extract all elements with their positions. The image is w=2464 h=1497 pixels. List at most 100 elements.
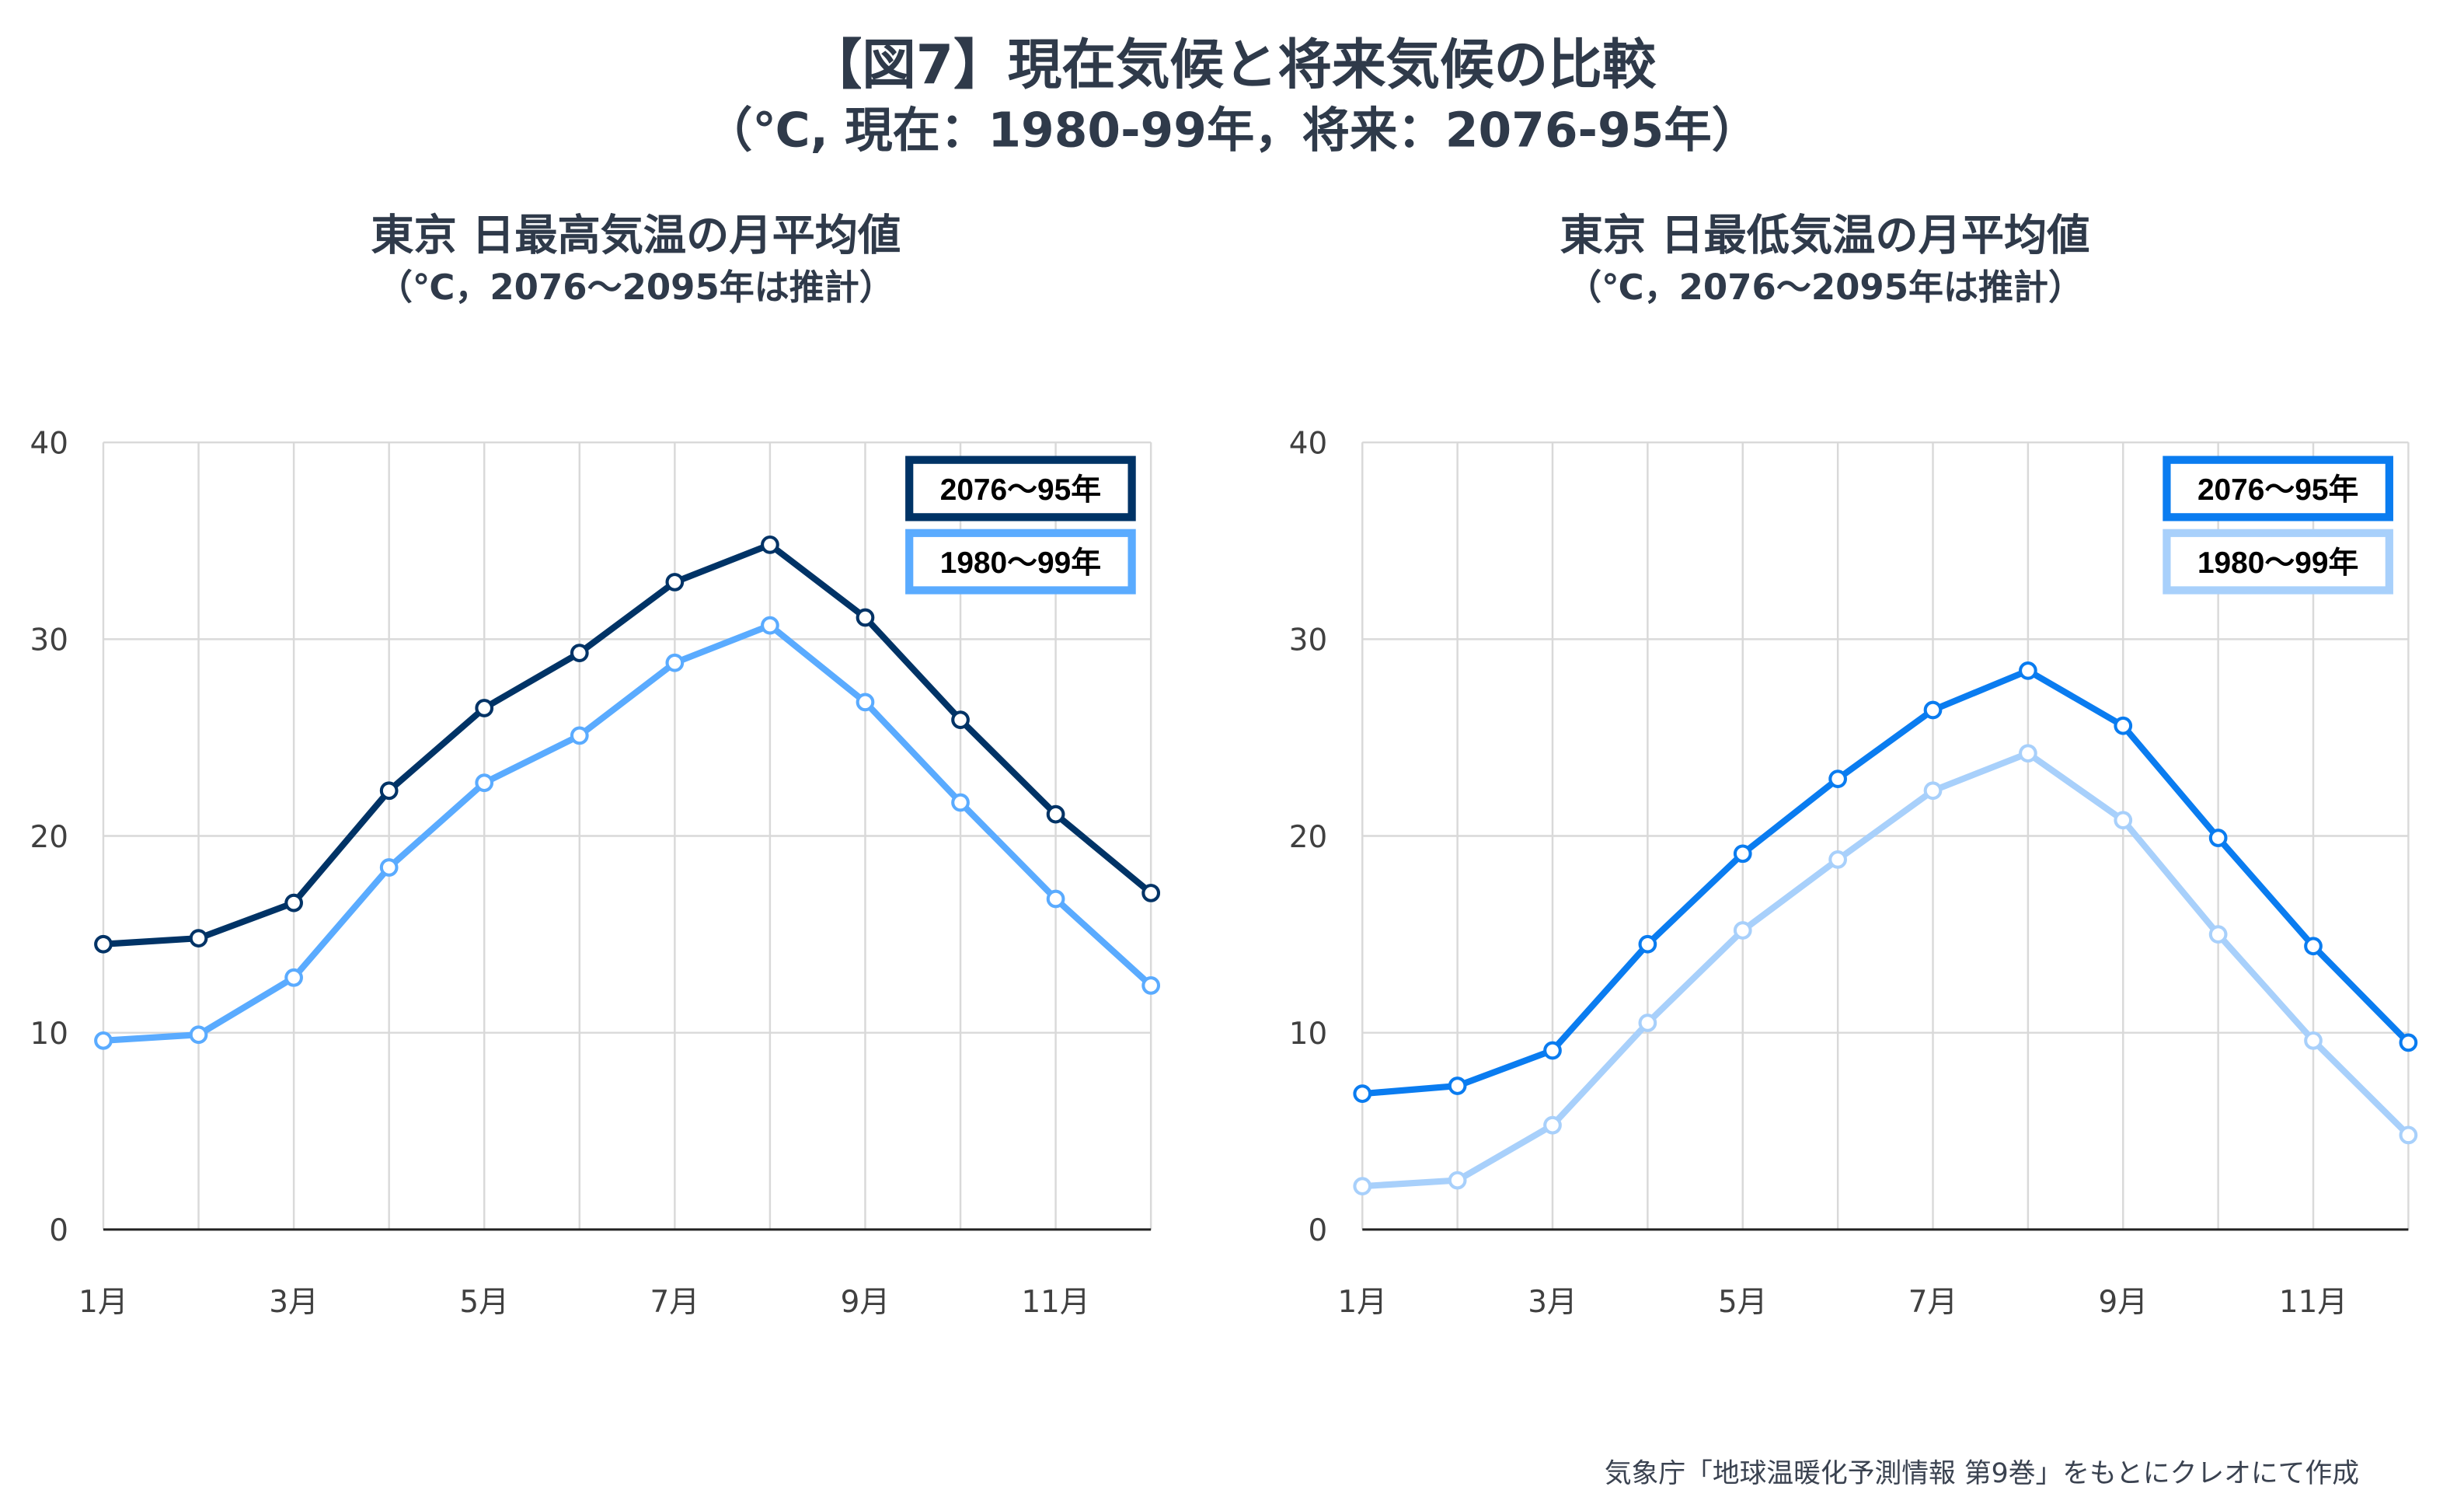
data-point: [1638, 934, 1657, 954]
series-line: [103, 541, 1153, 947]
data-point: [1828, 850, 1848, 869]
legend-label: 2076～95年: [940, 473, 1101, 507]
x-tick-label: 7月: [650, 1285, 700, 1320]
data-point: [1141, 976, 1161, 995]
series-line: [1361, 667, 2411, 1097]
legend-box: [2163, 529, 2393, 595]
data-point: [284, 968, 303, 987]
y-tick-label: 0: [49, 1213, 68, 1248]
data-point: [665, 573, 685, 591]
y-tick-label: 0: [1309, 1213, 1328, 1248]
data-point: [570, 644, 589, 662]
source-note: 気象庁「地球温暖化予測情報 第9巻」をもとにクレオにて作成: [1605, 1458, 2359, 1489]
y-tick-label: 10: [30, 1017, 68, 1052]
legend-box: [2163, 455, 2393, 522]
data-point: [1353, 1084, 1372, 1104]
data-point: [475, 773, 494, 793]
data-point: [2304, 1031, 2323, 1050]
data-point: [1141, 884, 1161, 902]
series-1980～99年: [94, 616, 1161, 1050]
data-point: [1733, 921, 1752, 940]
legend-label: 1980～99年: [940, 546, 1101, 580]
data-point: [379, 781, 399, 801]
y-tick-label: 20: [1289, 820, 1327, 855]
x-tick-label: 3月: [269, 1285, 319, 1320]
data-point: [189, 1025, 208, 1045]
data-point: [951, 710, 970, 730]
y-tick-label: 30: [30, 623, 68, 658]
legend-box: [905, 455, 1136, 522]
figure-subtitle: （℃, 現在：1980-99年，将来：2076-95年）: [705, 103, 1759, 159]
data-point: [2399, 1125, 2418, 1145]
data-point: [2208, 925, 2228, 944]
data-point: [570, 726, 589, 745]
data-point: [665, 653, 685, 672]
data-point: [761, 535, 779, 554]
data-point: [2019, 661, 2037, 680]
legend-label: 2076～95年: [2197, 473, 2358, 507]
legend-item: 1980～99年: [905, 529, 1136, 595]
data-point: [475, 699, 494, 717]
legend-box: [905, 529, 1136, 595]
data-point: [1448, 1171, 1467, 1190]
data-point: [379, 858, 399, 877]
chart-subtitle: （℃，2076～2095年は推計）: [1567, 267, 2083, 308]
x-tick-label: 5月: [1718, 1285, 1768, 1320]
x-tick-label: 11月: [1021, 1285, 1089, 1320]
x-tick-label: 1月: [1337, 1285, 1387, 1320]
data-point: [284, 893, 303, 913]
figure-title: 【図7】現在気候と将来気候の比較: [808, 33, 1657, 96]
data-point: [2399, 1033, 2418, 1052]
legend-item: 2076～95年: [2163, 455, 2393, 522]
legend-item: 2076～95年: [905, 455, 1136, 522]
chart-title: 東京 日最高気温の月平均値: [371, 211, 901, 261]
legend-item: 1980～99年: [2163, 529, 2393, 595]
data-point: [189, 929, 208, 948]
data-point: [1923, 781, 1943, 801]
x-tick-label: 1月: [78, 1285, 128, 1320]
x-tick-label: 9月: [2098, 1285, 2148, 1320]
series-1980～99年: [1353, 744, 2418, 1196]
data-point: [1733, 844, 1752, 864]
series-line: [1362, 750, 2411, 1190]
chart-subtitle: （℃，2076～2095年は推計）: [378, 267, 894, 308]
data-point: [951, 793, 970, 812]
x-tick-label: 7月: [1908, 1285, 1958, 1320]
data-point: [2114, 811, 2133, 830]
data-point: [1923, 700, 1943, 720]
data-point: [1828, 769, 1848, 788]
chart-title: 東京 日最低気温の月平均値: [1560, 211, 2090, 261]
data-point: [856, 693, 875, 712]
x-tick-label: 5月: [459, 1285, 509, 1320]
series-2076～95年: [94, 535, 1161, 954]
data-point: [2019, 744, 2037, 763]
chart-1: 東京 日最高気温の月平均値 （℃，2076～2095年は推計） 0 10 20 30 40 1…: [30, 211, 1161, 1320]
data-point: [1046, 804, 1065, 824]
data-point: [1543, 1041, 1562, 1060]
y-tick-label: 40: [1289, 427, 1327, 462]
data-point: [1543, 1115, 1562, 1135]
legend-label: 1980～99年: [2197, 546, 2358, 580]
x-tick-label: 11月: [2279, 1285, 2347, 1320]
series-line: [103, 622, 1153, 1044]
series-2076～95年: [1353, 661, 2418, 1104]
data-point: [2208, 829, 2228, 847]
data-point: [1046, 889, 1065, 909]
data-point: [1353, 1177, 1372, 1196]
y-tick-label: 30: [1289, 623, 1327, 658]
data-point: [856, 608, 875, 627]
x-tick-label: 3月: [1528, 1285, 1577, 1320]
data-point: [2304, 937, 2323, 956]
x-tick-label: 9月: [841, 1285, 890, 1320]
data-point: [94, 1031, 113, 1050]
data-point: [94, 934, 113, 954]
data-point: [761, 616, 779, 635]
chart-2: 東京 日最低気温の月平均値 （℃，2076～2095年は推計） 0 10 20 30 40 1…: [1289, 211, 2418, 1320]
data-point: [2114, 716, 2133, 735]
data-point: [1448, 1077, 1467, 1095]
data-point: [1638, 1014, 1657, 1032]
y-tick-label: 40: [30, 427, 68, 462]
y-tick-label: 10: [1289, 1017, 1327, 1052]
y-tick-label: 20: [30, 820, 68, 855]
